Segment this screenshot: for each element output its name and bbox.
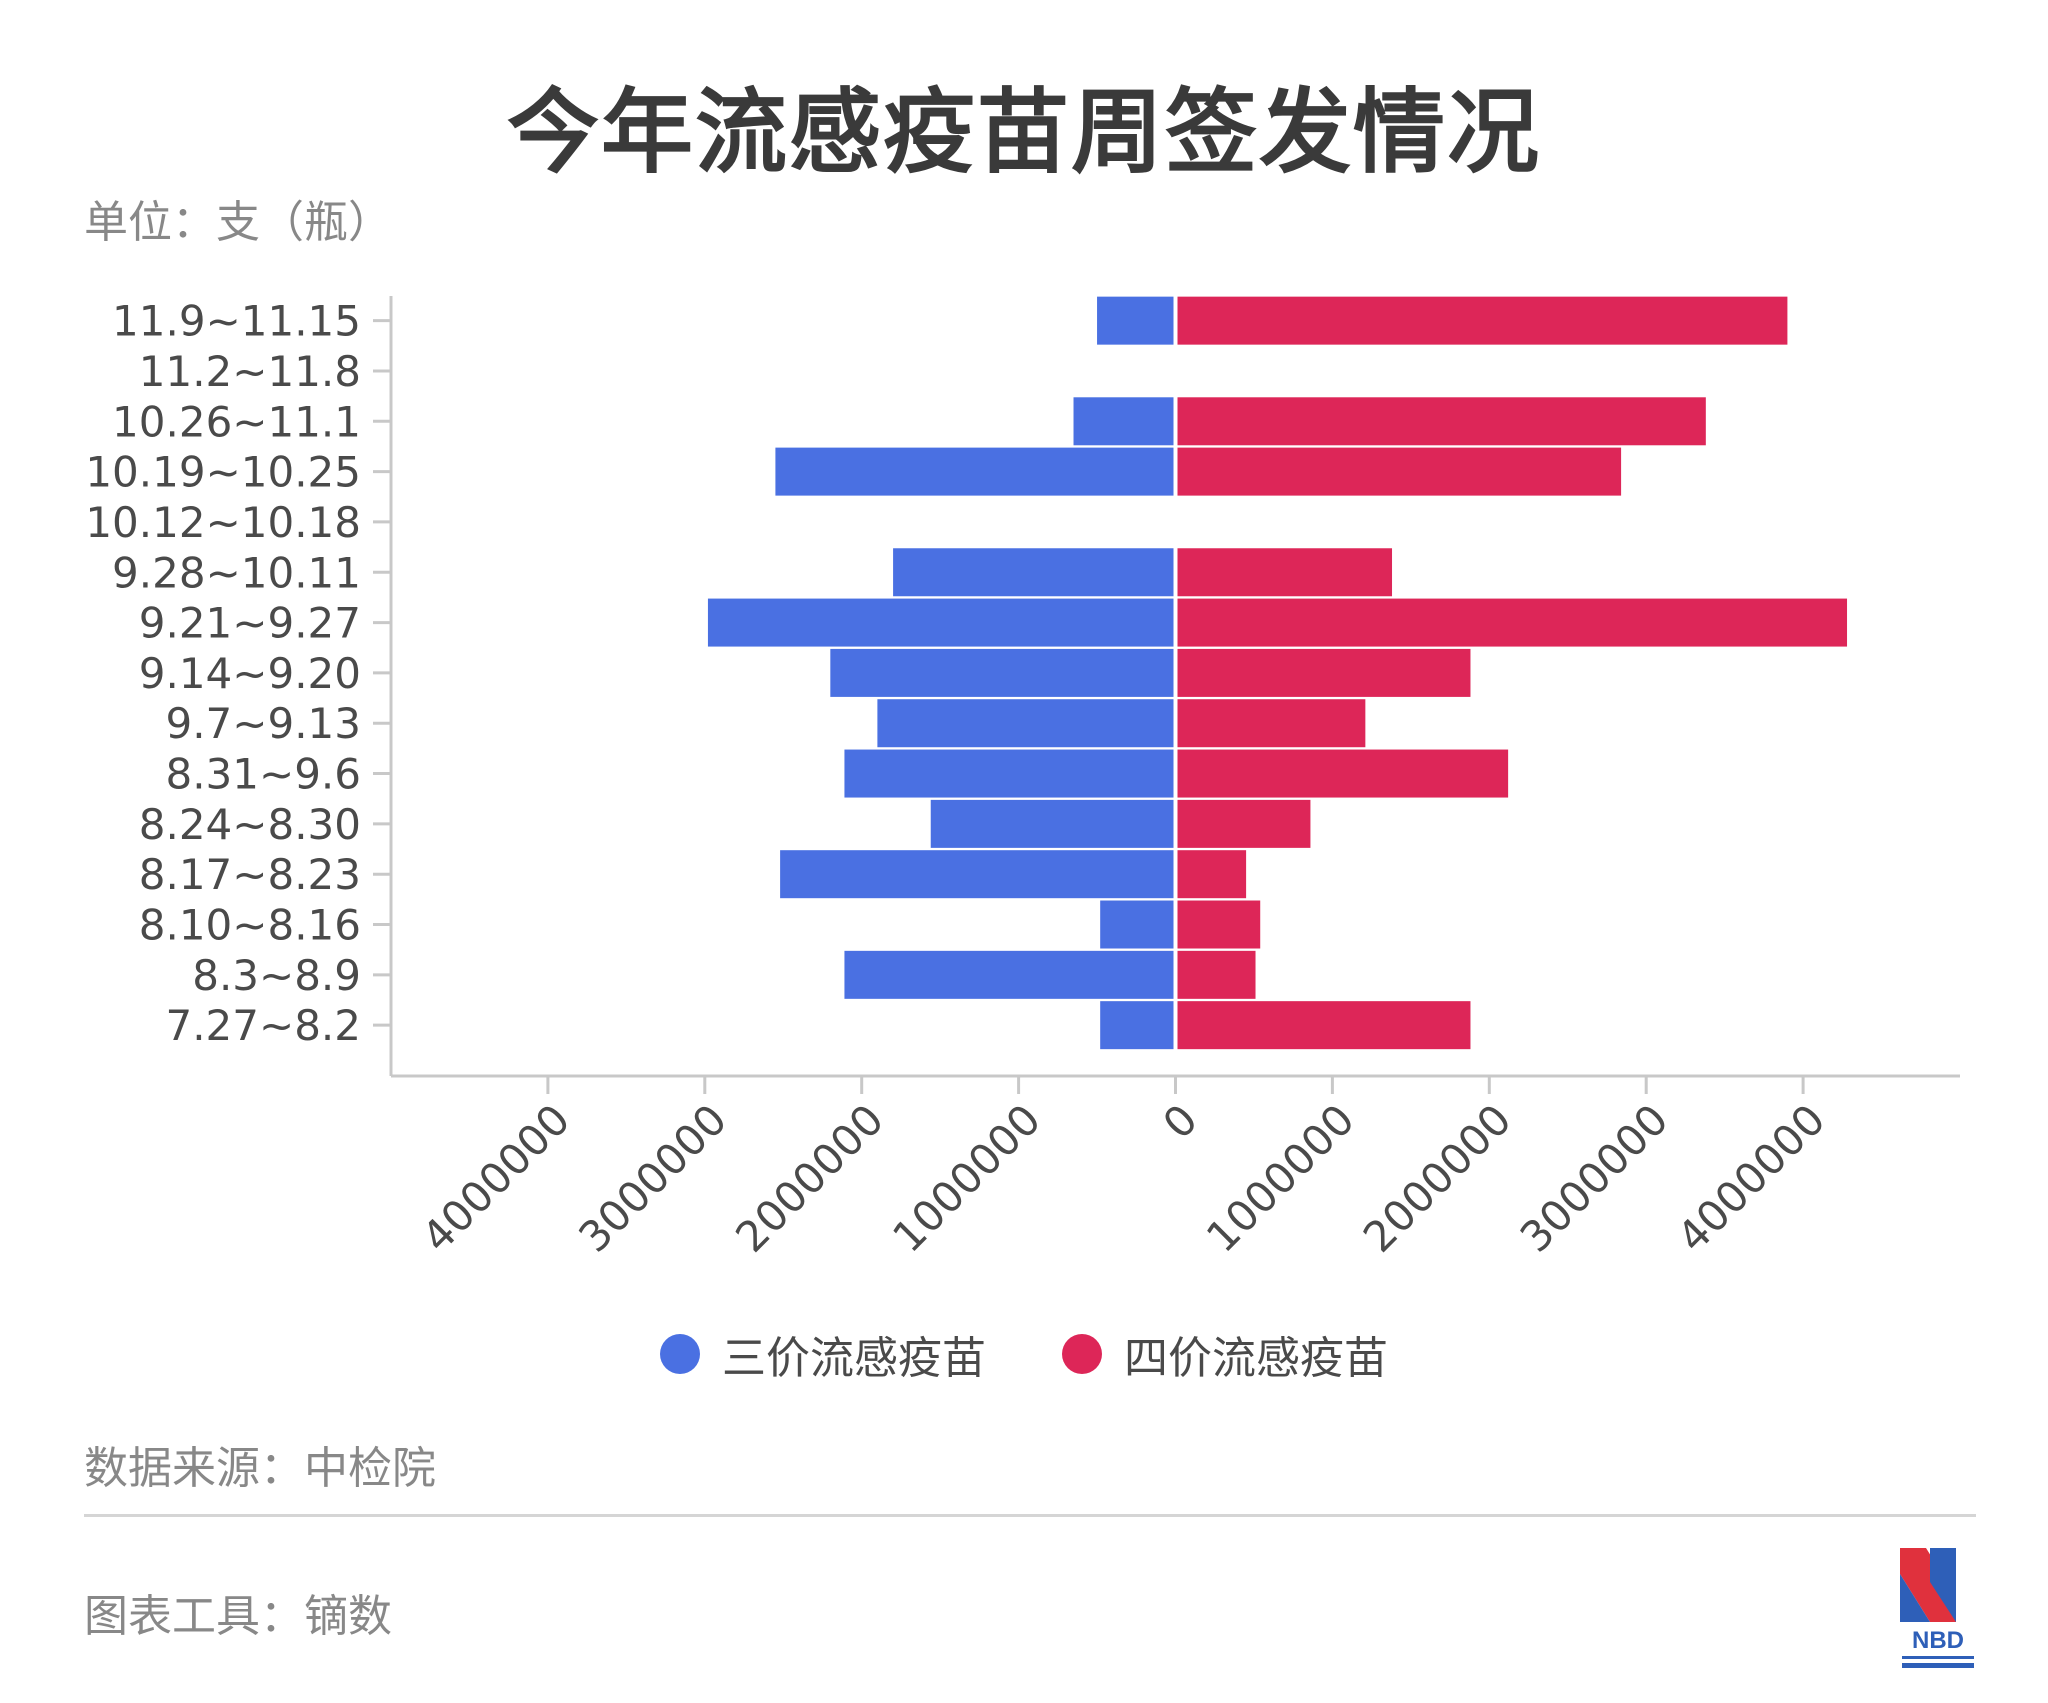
trivalent-bar [893, 548, 1174, 597]
trivalent-bar [1100, 1001, 1174, 1050]
category-label: 8.3~8.9 [192, 951, 361, 1000]
trivalent-bar [780, 850, 1174, 899]
quadrivalent-bar [1177, 296, 1788, 345]
category-label: 10.19~10.25 [85, 448, 361, 497]
trivalent-bar [707, 598, 1174, 647]
trivalent-bar [844, 749, 1174, 798]
legend-swatch-quadrivalent [1062, 1334, 1102, 1374]
quadrivalent-bar [1177, 548, 1393, 597]
category-label: 10.12~10.18 [85, 498, 361, 547]
legend-swatch-trivalent [660, 1334, 700, 1374]
trivalent-bar [830, 648, 1174, 697]
nbd-logo-icon: NBD [1900, 1548, 1974, 1668]
category-label: 11.9~11.15 [112, 297, 361, 346]
trivalent-bar [775, 447, 1174, 496]
x-tick-label: 1000000 [883, 1095, 1050, 1262]
quadrivalent-bar [1177, 799, 1311, 848]
category-label: 9.28~10.11 [112, 548, 361, 597]
chart-tool: 图表工具：镝数 [84, 1591, 392, 1642]
category-label: 8.17~8.23 [139, 850, 361, 899]
category-label: 8.10~8.16 [139, 901, 361, 950]
quadrivalent-bar [1177, 850, 1247, 899]
quadrivalent-bar [1177, 749, 1509, 798]
x-tick-label: 0 [1153, 1095, 1207, 1149]
logo-text: NBD [1912, 1627, 1964, 1654]
quadrivalent-bar [1177, 648, 1471, 697]
quadrivalent-bar [1177, 397, 1706, 446]
category-label: 8.31~9.6 [165, 750, 361, 799]
category-label: 10.26~11.1 [112, 397, 361, 446]
quadrivalent-bar [1177, 598, 1848, 647]
trivalent-bar [1097, 296, 1174, 345]
quadrivalent-bar [1177, 447, 1622, 496]
data-source: 数据来源：中检院 [84, 1443, 436, 1494]
category-label: 8.24~8.30 [139, 800, 361, 849]
quadrivalent-bar [1177, 900, 1261, 949]
legend-label-trivalent: 三价流感疫苗 [722, 1333, 986, 1384]
category-label: 9.14~9.20 [139, 649, 361, 698]
category-label: 7.27~8.2 [165, 1001, 361, 1050]
footer-divider [84, 1514, 1976, 1517]
chart-legend: 三价流感疫苗 四价流感疫苗 [0, 1322, 2048, 1386]
x-tick-label: 3000000 [569, 1095, 736, 1262]
x-tick-label: 1000000 [1197, 1095, 1364, 1262]
quadrivalent-bar [1177, 1001, 1471, 1050]
x-tick-label: 2000000 [726, 1095, 893, 1262]
x-tick-label: 4000000 [1668, 1095, 1835, 1262]
x-tick-label: 4000000 [412, 1095, 579, 1262]
trivalent-bar [1100, 900, 1174, 949]
legend-item-trivalent[interactable]: 三价流感疫苗 [660, 1322, 986, 1386]
category-label: 9.7~9.13 [165, 699, 361, 748]
quadrivalent-bar [1177, 950, 1256, 999]
x-tick-label: 2000000 [1354, 1095, 1521, 1262]
legend-label-quadrivalent: 四价流感疫苗 [1124, 1333, 1388, 1384]
butterfly-bar-chart: 11.9~11.1511.2~11.810.26~11.110.19~10.25… [85, 296, 1960, 1262]
chart-title: 今年流感疫苗周签发情况 [506, 79, 1541, 186]
unit-label: 单位：支（瓶） [84, 197, 392, 248]
trivalent-bar [930, 799, 1174, 848]
trivalent-bar [877, 699, 1174, 748]
quadrivalent-bar [1177, 699, 1366, 748]
legend-item-quadrivalent[interactable]: 四价流感疫苗 [1062, 1322, 1388, 1386]
trivalent-bar [1073, 397, 1174, 446]
trivalent-bar [844, 950, 1174, 999]
category-label: 9.21~9.27 [139, 599, 361, 648]
x-tick-label: 3000000 [1511, 1095, 1678, 1262]
category-label: 11.2~11.8 [139, 347, 361, 396]
